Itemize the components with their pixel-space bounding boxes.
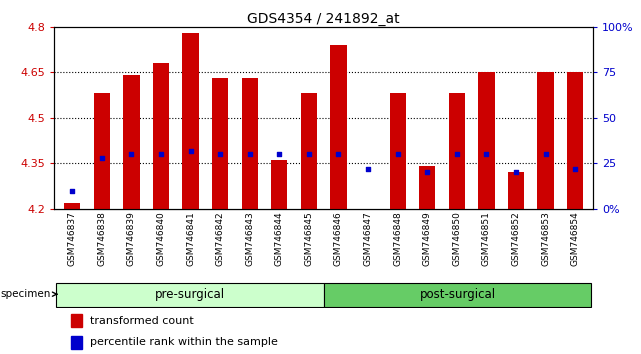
- Bar: [478, 72, 495, 209]
- Text: GSM746854: GSM746854: [570, 211, 579, 266]
- Bar: [94, 93, 110, 209]
- Point: [97, 155, 107, 161]
- Bar: [390, 93, 406, 209]
- Bar: [71, 314, 82, 327]
- Text: percentile rank within the sample: percentile rank within the sample: [90, 337, 278, 348]
- Point: [481, 151, 492, 157]
- Text: transformed count: transformed count: [90, 316, 194, 326]
- Bar: [567, 72, 583, 209]
- Bar: [183, 33, 199, 209]
- Text: GSM746851: GSM746851: [482, 211, 491, 266]
- Text: GSM746846: GSM746846: [334, 211, 343, 266]
- Point: [245, 151, 255, 157]
- Point: [67, 188, 78, 193]
- Bar: [449, 93, 465, 209]
- Text: GSM746844: GSM746844: [275, 211, 284, 266]
- Bar: [56, 283, 324, 307]
- Point: [570, 166, 580, 172]
- Bar: [271, 160, 287, 209]
- Point: [511, 170, 521, 175]
- Text: GSM746843: GSM746843: [246, 211, 254, 266]
- Text: GSM746841: GSM746841: [186, 211, 195, 266]
- Point: [452, 151, 462, 157]
- Text: post-surgical: post-surgical: [419, 288, 495, 301]
- Bar: [537, 72, 554, 209]
- Point: [540, 151, 551, 157]
- Bar: [153, 63, 169, 209]
- Text: GSM746837: GSM746837: [68, 211, 77, 266]
- Text: GSM746848: GSM746848: [393, 211, 402, 266]
- Text: GSM746840: GSM746840: [156, 211, 165, 266]
- Point: [185, 148, 196, 153]
- Text: GSM746847: GSM746847: [363, 211, 372, 266]
- Bar: [360, 209, 376, 227]
- Text: GSM746849: GSM746849: [423, 211, 432, 266]
- Point: [156, 151, 166, 157]
- Bar: [212, 78, 228, 209]
- Text: GSM746850: GSM746850: [453, 211, 462, 266]
- Point: [392, 151, 403, 157]
- Text: GSM746852: GSM746852: [512, 211, 520, 266]
- Point: [215, 151, 225, 157]
- Text: GSM746853: GSM746853: [541, 211, 550, 266]
- Bar: [419, 166, 435, 209]
- Title: GDS4354 / 241892_at: GDS4354 / 241892_at: [247, 12, 400, 25]
- Text: GSM746842: GSM746842: [215, 211, 224, 266]
- Text: GSM746845: GSM746845: [304, 211, 313, 266]
- Bar: [324, 283, 592, 307]
- Bar: [242, 78, 258, 209]
- Text: pre-surgical: pre-surgical: [154, 288, 225, 301]
- Bar: [301, 93, 317, 209]
- Text: GSM746838: GSM746838: [97, 211, 106, 266]
- Point: [304, 151, 314, 157]
- Point: [422, 170, 433, 175]
- Bar: [64, 203, 80, 209]
- Text: GSM746839: GSM746839: [127, 211, 136, 266]
- Bar: [508, 172, 524, 209]
- Point: [363, 166, 373, 172]
- Point: [274, 151, 285, 157]
- Bar: [123, 75, 140, 209]
- Bar: [330, 45, 347, 209]
- Point: [333, 151, 344, 157]
- Text: specimen: specimen: [0, 289, 56, 299]
- Point: [126, 151, 137, 157]
- Bar: [71, 336, 82, 349]
